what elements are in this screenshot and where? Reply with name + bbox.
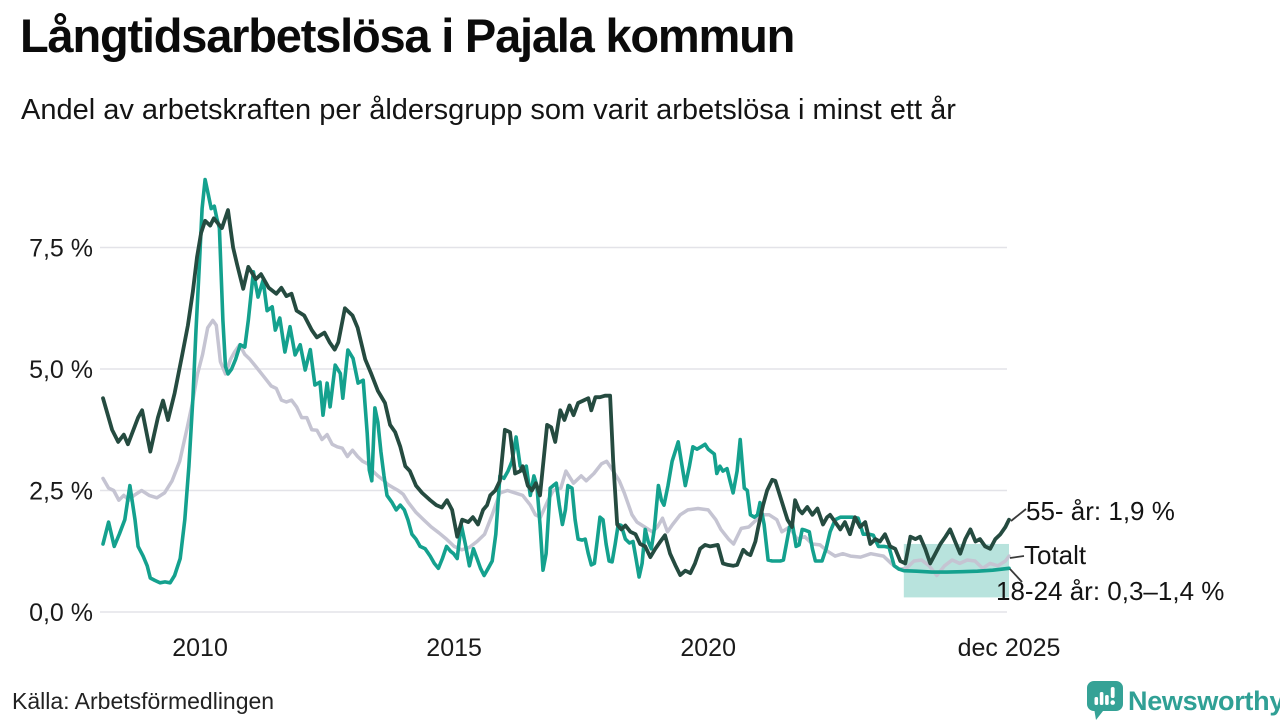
y-tick-label: 2,5 % — [29, 478, 93, 506]
y-tick-label: 5,0 % — [29, 356, 93, 384]
y-tick-label: 0,0 % — [29, 599, 93, 627]
page-title: Långtidsarbetslösa i Pajala kommun — [20, 9, 795, 62]
series-line-55-r — [101, 208, 1011, 577]
series-label-18-24-ar: 18-24 år: 0,3–1,4 % — [996, 576, 1225, 606]
newsworthy-logo: Newsworthy — [1085, 679, 1280, 720]
series-line-18-24-r — [101, 177, 1011, 585]
leader-18-24-ar — [1009, 568, 1023, 583]
leader-totalt — [1009, 555, 1025, 559]
x-tick-label: 2010 — [172, 634, 228, 662]
source-attribution: Källa: Arbetsförmedlingen — [12, 688, 275, 714]
x-tick-label: dec 2025 — [958, 634, 1061, 662]
x-tick-label: 2015 — [426, 634, 482, 662]
newsworthy-bubble-chart-icon — [1087, 681, 1123, 720]
x-tick-label: 2020 — [680, 634, 736, 662]
chart-subtitle: Andel av arbetskraften per åldersgrupp s… — [21, 94, 956, 126]
y-tick-label: 7,5 % — [29, 235, 93, 263]
leader-55-ar — [1010, 508, 1027, 522]
newsworthy-wordmark: Newsworthy — [1128, 686, 1280, 716]
series-label-totalt: Totalt — [1024, 540, 1087, 570]
series-label-55-ar: 55- år: 1,9 % — [1026, 496, 1175, 526]
